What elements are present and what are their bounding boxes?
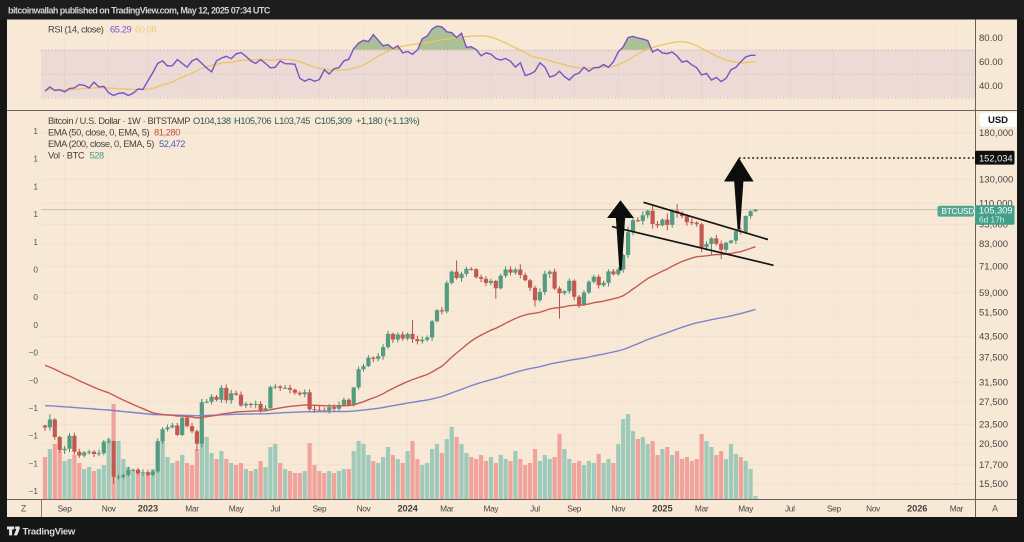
svg-text:1: 1 [33,237,38,247]
svg-text:Bitcoin / U.S. Dollar · 1W · B: Bitcoin / U.S. Dollar · 1W · BITSTAMP [48,116,190,126]
svg-text:BTCUSD: BTCUSD [942,207,975,216]
svg-text:May: May [484,504,500,514]
svg-text:105,309: 105,309 [979,206,1013,216]
svg-text:Jul: Jul [270,504,280,514]
svg-text:−0: −0 [29,348,39,358]
svg-text:Jul: Jul [530,504,540,514]
svg-text:USD: USD [988,115,1008,126]
svg-text:Sep: Sep [58,504,73,514]
svg-text:Sep: Sep [827,504,842,514]
svg-text:−0: −0 [29,375,39,385]
svg-text:0: 0 [33,292,38,302]
svg-text:2023: 2023 [138,504,158,514]
svg-text:80.00: 80.00 [979,33,1003,44]
svg-text:O104,138: O104,138 [193,116,231,126]
svg-text:A: A [992,504,998,514]
svg-text:23,500: 23,500 [979,420,1008,431]
svg-text:15,500: 15,500 [979,479,1008,490]
svg-text:−1: −1 [29,403,39,413]
svg-text:Jul: Jul [785,504,795,514]
svg-text:1: 1 [33,154,38,164]
svg-text:EMA (200, close, 0, EMA, 5): EMA (200, close, 0, EMA, 5) [48,139,154,149]
svg-text:27,500: 27,500 [979,397,1008,408]
svg-text:65.29: 65.29 [110,25,131,35]
svg-text:1: 1 [33,126,38,136]
svg-text:1: 1 [33,181,38,191]
svg-text:C105,309: C105,309 [315,116,352,126]
svg-text:81,280: 81,280 [154,128,180,138]
svg-text:L103,745: L103,745 [275,116,311,126]
svg-text:Vol · BTC: Vol · BTC [48,151,85,161]
svg-text:130,000: 130,000 [979,175,1013,186]
svg-text:−1: −1 [29,431,39,441]
svg-text:May: May [738,504,754,514]
svg-text:2026: 2026 [907,504,927,514]
svg-text:43,500: 43,500 [979,331,1008,342]
svg-text:31,500: 31,500 [979,378,1008,389]
svg-text:2025: 2025 [652,504,672,514]
svg-text:20,500: 20,500 [979,439,1008,450]
svg-text:bitcoinwallah published on Tra: bitcoinwallah published on TradingView.c… [8,6,271,16]
svg-text:TradingView: TradingView [23,527,76,538]
svg-text:71,000: 71,000 [979,261,1008,272]
svg-text:Mar: Mar [695,504,709,514]
svg-text:May: May [229,504,245,514]
svg-text:Nov: Nov [611,504,626,514]
svg-text:17,700: 17,700 [979,460,1008,471]
svg-text:H105,706: H105,706 [234,116,271,126]
svg-text:−1: −1 [29,486,39,496]
svg-text:37,500: 37,500 [979,353,1008,364]
svg-text:6d 17h: 6d 17h [979,215,1005,225]
svg-text:Nov: Nov [357,504,372,514]
svg-text:1: 1 [33,209,38,219]
svg-text:59,000: 59,000 [979,288,1008,299]
svg-text:52,472: 52,472 [159,139,185,149]
svg-text:Mar: Mar [185,504,199,514]
svg-text:152,034: 152,034 [979,154,1013,164]
svg-text:40.00: 40.00 [979,81,1003,92]
svg-text:60.00: 60.00 [979,57,1003,68]
svg-text:−1: −1 [29,458,39,468]
svg-text:Sep: Sep [312,504,327,514]
svg-text:Mar: Mar [440,504,454,514]
svg-text:0: 0 [33,265,38,275]
svg-text:EMA (50, close, 0, EMA, 5): EMA (50, close, 0, EMA, 5) [48,128,150,138]
svg-text:RSI (14, close): RSI (14, close) [48,25,104,35]
svg-text:Sep: Sep [567,504,582,514]
svg-text:Nov: Nov [866,504,881,514]
svg-text:95,000: 95,000 [979,220,1008,231]
svg-text:180,000: 180,000 [979,128,1013,139]
svg-text:110,000: 110,000 [979,199,1013,210]
svg-text:83,000: 83,000 [979,239,1008,250]
svg-text:60.08: 60.08 [135,25,156,35]
svg-text:0: 0 [33,320,38,330]
svg-text:Nov: Nov [102,504,117,514]
svg-text:Z: Z [21,504,27,514]
svg-text:+1,180 (+1.13%): +1,180 (+1.13%) [356,116,420,126]
svg-text:51,500: 51,500 [979,307,1008,318]
svg-text:528: 528 [90,151,105,161]
svg-text:2024: 2024 [397,504,418,514]
svg-text:Mar: Mar [950,504,964,514]
